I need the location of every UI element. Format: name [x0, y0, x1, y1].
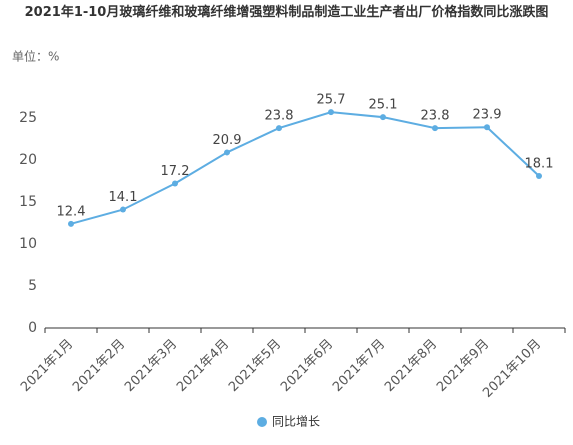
- legend-label: 同比增长: [272, 415, 320, 429]
- data-point: [432, 125, 438, 132]
- data-point: [536, 172, 542, 179]
- data-point: [172, 180, 178, 187]
- chart-title: 2021年1-10月玻璃纤维和玻璃纤维增强塑料制品制造工业生产者出厂价格指数同比…: [24, 5, 549, 20]
- data-point: [484, 124, 490, 131]
- x-tick-label: 2021年8月: [382, 337, 440, 395]
- y-tick-label: 10: [19, 236, 37, 252]
- data-label: 25.7: [317, 93, 346, 108]
- data-point: [328, 109, 334, 116]
- y-tick-label: 25: [19, 110, 37, 126]
- x-tick-label: 2021年6月: [278, 337, 336, 395]
- y-tick-label: 15: [19, 194, 37, 210]
- x-tick-label: 2021年1月: [18, 337, 76, 395]
- x-tick-label: 2021年7月: [330, 337, 388, 395]
- data-label: 23.8: [265, 109, 294, 124]
- data-label: 14.1: [109, 190, 138, 205]
- data-label: 18.1: [525, 156, 554, 171]
- x-tick-label: 2021年2月: [70, 337, 128, 395]
- data-point: [380, 114, 386, 121]
- data-label: 20.9: [213, 133, 242, 148]
- y-tick-label: 5: [28, 278, 37, 294]
- x-tick-label: 2021年5月: [226, 337, 284, 395]
- x-tick-label: 2021年4月: [174, 337, 232, 395]
- legend-marker: [257, 417, 267, 427]
- y-tick-label: 20: [19, 152, 37, 168]
- unit-label: 单位：%: [12, 49, 59, 64]
- data-label: 12.4: [57, 204, 86, 219]
- data-point: [68, 220, 74, 227]
- x-tick-label: 2021年3月: [122, 337, 180, 395]
- data-label: 17.2: [161, 164, 190, 179]
- data-label: 23.9: [473, 108, 502, 123]
- data-label: 25.1: [369, 98, 398, 113]
- data-point: [276, 125, 282, 132]
- data-label: 23.8: [421, 109, 450, 124]
- y-tick-label: 0: [28, 320, 37, 336]
- data-point: [224, 149, 230, 156]
- data-point: [120, 206, 126, 213]
- series-line: [70, 111, 540, 225]
